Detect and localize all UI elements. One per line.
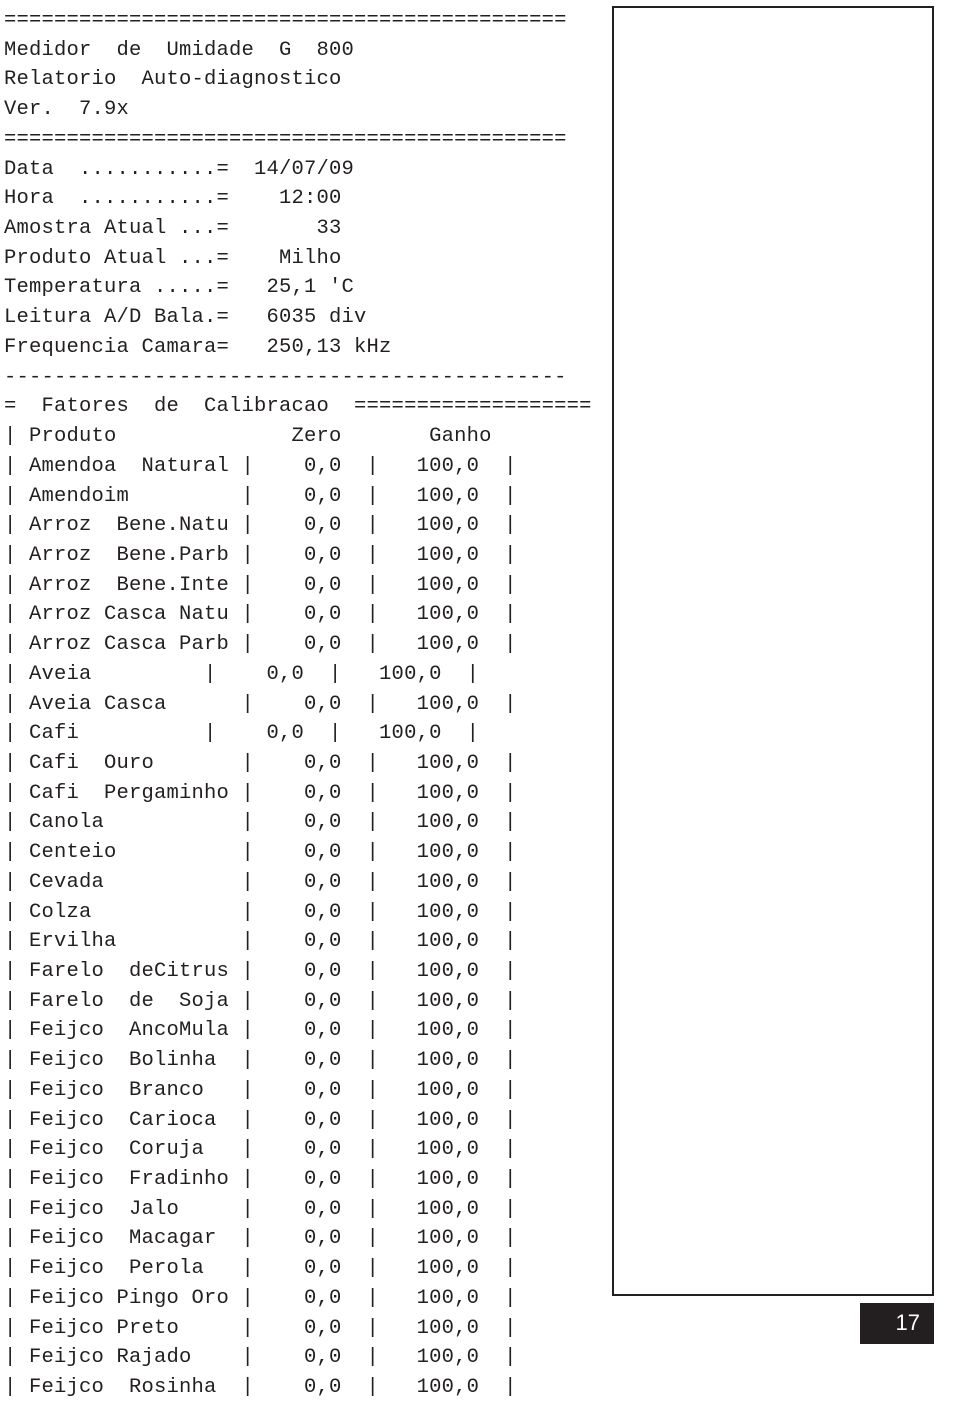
page-number: 17 <box>860 1303 934 1344</box>
side-panel <box>612 6 934 1296</box>
